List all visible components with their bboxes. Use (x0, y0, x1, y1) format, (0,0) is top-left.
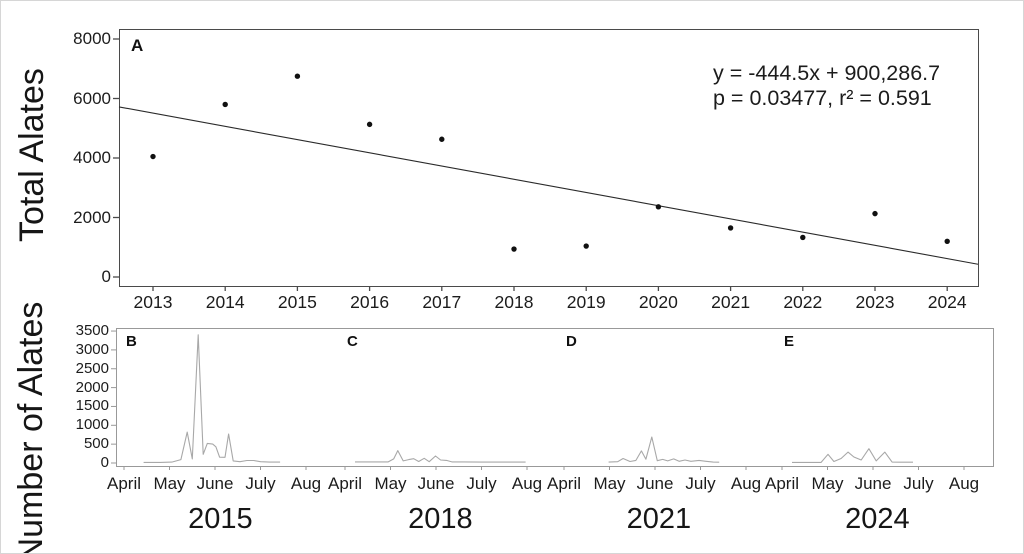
year-label-2024: 2024 (845, 503, 910, 535)
month-label-B-July: July (245, 474, 276, 493)
a-xtick-label-2023: 2023 (855, 292, 895, 312)
a-ytick-label-4000: 4000 (73, 148, 111, 167)
panel-letter-a: A (131, 36, 144, 55)
month-label-B-Aug: Aug (290, 474, 322, 493)
panel-letter-e: E (784, 333, 795, 350)
a-xtick-label-2019: 2019 (566, 292, 606, 312)
panel-b-2015 (116, 328, 338, 467)
b-ytick-label-1000: 1000 (75, 416, 109, 434)
a-ytick-label-0: 0 (101, 267, 111, 286)
regression-equation: y = -444.5x + 900,286.7 (713, 61, 941, 85)
a-xtick-label-2022: 2022 (783, 292, 823, 312)
month-label-C-July: July (466, 474, 497, 493)
a-ytick-label-6000: 6000 (73, 88, 111, 108)
a-xtick-label-2021: 2021 (711, 292, 751, 312)
month-label-E-July: July (903, 474, 934, 493)
panel-letter-c: C (347, 333, 358, 350)
a-xtick-label-2013: 2013 (133, 292, 173, 312)
year-label-2015: 2015 (188, 503, 253, 535)
a-xtick-label-2018: 2018 (494, 292, 534, 312)
regression-annotation: y = -444.5x + 900,286.7 p = 0.03477, r² … (713, 61, 940, 111)
month-label-B-May: May (153, 474, 186, 493)
month-label-C-May: May (374, 474, 407, 493)
b-ytick-label-1500: 1500 (75, 397, 109, 415)
month-label-D-Aug: Aug (730, 474, 762, 493)
b-ytick-label-2000: 2000 (75, 378, 109, 396)
a-ytick-label-2000: 2000 (73, 207, 111, 227)
a-xtick-label-2014: 2014 (205, 292, 245, 312)
regression-stats: p = 0.03477, r² = 0.591 (713, 86, 932, 110)
month-label-E-Aug: Aug (948, 474, 980, 493)
b-ytick-label-0: 0 (100, 454, 109, 471)
panel-c-2018 (337, 328, 557, 467)
y-axis-label-total-alates: Total Alates (13, 68, 51, 242)
a-xtick-label-2020: 2020 (638, 292, 678, 312)
month-label-D-May: May (593, 474, 626, 493)
b-ytick-label-500: 500 (83, 435, 109, 453)
month-label-C-Aug: Aug (511, 474, 543, 493)
panel-letter-d: D (566, 333, 577, 350)
year-label-2018: 2018 (408, 503, 473, 535)
month-label-D-June: June (636, 474, 674, 493)
a-xtick-label-2017: 2017 (422, 292, 462, 312)
a-ytick-label-8000: 8000 (73, 29, 111, 48)
month-label-E-April: April (764, 474, 799, 493)
month-label-D-April: April (546, 474, 581, 493)
month-label-B-June: June (196, 474, 234, 493)
month-label-E-June: June (854, 474, 892, 493)
panel-letter-b: B (126, 333, 137, 350)
month-label-D-July: July (685, 474, 716, 493)
a-xtick-label-2016: 2016 (350, 292, 390, 312)
year-label-2021: 2021 (626, 503, 692, 535)
month-label-E-May: May (811, 474, 844, 493)
panel-d-2021 (556, 328, 775, 467)
month-label-B-April: April (106, 474, 141, 493)
month-label-C-June: June (417, 474, 455, 493)
a-xtick-label-2015: 2015 (277, 292, 317, 312)
b-ytick-label-3500: 3500 (75, 322, 109, 340)
month-label-C-April: April (327, 474, 362, 493)
panel-e-2024 (774, 328, 994, 467)
b-ytick-label-2500: 2500 (75, 359, 109, 377)
b-ytick-label-3000: 3000 (75, 340, 109, 358)
a-xtick-label-2024: 2024 (927, 292, 967, 312)
y-axis-label-number-of-alates: Number of Alates (12, 301, 50, 554)
